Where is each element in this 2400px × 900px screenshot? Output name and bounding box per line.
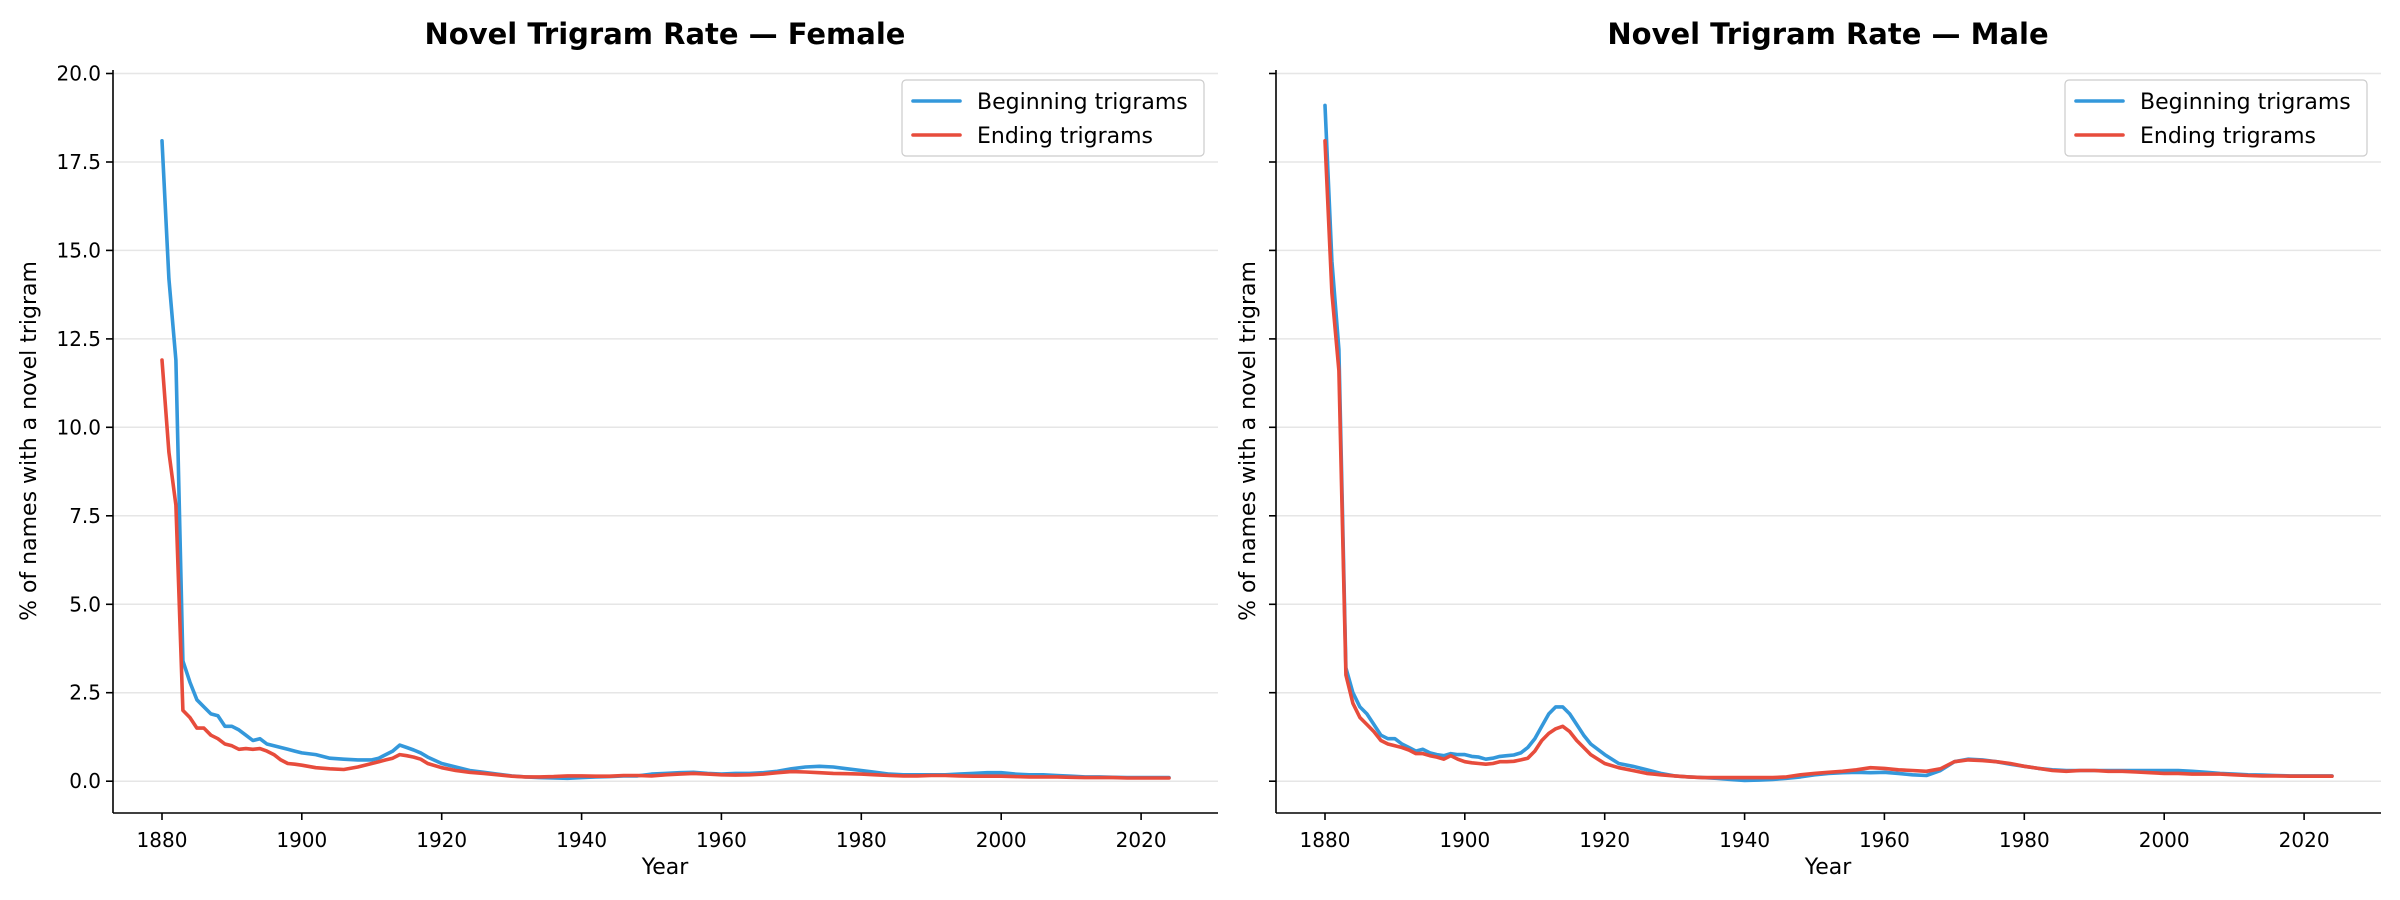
- female-series: [160, 139, 1171, 781]
- female-gridlines: [113, 72, 1218, 782]
- female-x-tick-label: 2020: [1116, 828, 1167, 852]
- male-x-ticks: 1880 1900 1920 1940 1960 1980 2000 2020: [1300, 813, 2330, 852]
- female-y-axis-label: % of names with a novel trigram: [17, 261, 42, 621]
- female-y-tick-label: 20.0: [56, 62, 101, 86]
- female-y-tick-label: 10.0: [56, 415, 101, 439]
- male-gridlines: [1276, 72, 2381, 782]
- male-x-axis-label: Year: [1804, 855, 1853, 880]
- male-legend-label-beginning: Beginning trigrams: [2140, 90, 2351, 115]
- male-x-tick-label: 2000: [2139, 828, 2190, 852]
- female-legend: Beginning trigrams Ending trigrams: [901, 79, 1205, 157]
- female-x-ticks: 1880 1900 1920 1940 1960 1980 2000 2020: [137, 813, 1167, 852]
- male-legend-label-ending: Ending trigrams: [2140, 124, 2316, 149]
- female-series-line-ending: [160, 358, 1171, 780]
- female-x-tick-label: 1880: [137, 828, 188, 852]
- male-x-tick-label: 1940: [1719, 828, 1770, 852]
- male-series-line-beginning: [1323, 103, 2334, 783]
- female-x-tick-label: 1940: [556, 828, 607, 852]
- male-x-tick-label: 1980: [1999, 828, 2050, 852]
- male-x-tick-label: 1960: [1859, 828, 1910, 852]
- male-chart-title: Novel Trigram Rate — Male: [1607, 17, 2048, 51]
- male-x-tick-label: 1880: [1300, 828, 1351, 852]
- female-x-axis-label: Year: [641, 855, 690, 880]
- female-y-tick-label: 0.0: [69, 769, 101, 793]
- female-y-tick-label: 15.0: [56, 238, 101, 262]
- female-legend-label-beginning: Beginning trigrams: [977, 90, 1188, 115]
- female-legend-label-ending: Ending trigrams: [977, 124, 1153, 149]
- female-x-tick-label: 1920: [416, 828, 467, 852]
- female-y-tick-label: 7.5: [69, 504, 101, 528]
- female-x-tick-label: 2000: [976, 828, 1027, 852]
- female-y-tick-label: 17.5: [56, 150, 101, 174]
- female-chart-title: Novel Trigram Rate — Female: [425, 17, 906, 51]
- female-series-line-beginning: [160, 139, 1171, 781]
- male-series-line-ending: [1323, 139, 2334, 780]
- female-y-tick-label: 5.0: [69, 592, 101, 616]
- male-x-tick-label: 1900: [1439, 828, 1490, 852]
- male-x-tick-label: 2020: [2279, 828, 2330, 852]
- male-legend: Beginning trigrams Ending trigrams: [2064, 79, 2368, 157]
- female-x-tick-label: 1980: [836, 828, 887, 852]
- male-y-ticks: [1269, 72, 1276, 783]
- female-x-tick-label: 1900: [276, 828, 327, 852]
- female-y-tick-label: 2.5: [69, 681, 101, 705]
- male-y-axis-label: % of names with a novel trigram: [1236, 261, 1261, 621]
- female-y-tick-label: 12.5: [56, 327, 101, 351]
- female-y-ticks: 0.0 2.5 5.0 7.5 10.0 12.5 15.0 17.5 20.0: [56, 62, 113, 793]
- male-series: [1323, 103, 2334, 783]
- male-x-tick-label: 1920: [1579, 828, 1630, 852]
- female-x-tick-label: 1960: [696, 828, 747, 852]
- female-legend-box: [901, 79, 1205, 157]
- chart-female: 1880 1900 1920 1940 1960 1980 2000 2020 0.0 2.5 5…: [17, 17, 1218, 880]
- male-legend-box: [2064, 79, 2368, 157]
- chart-male: 1880 1900 1920 1940 1960 1980 2000 2020 Novel T…: [1236, 17, 2381, 880]
